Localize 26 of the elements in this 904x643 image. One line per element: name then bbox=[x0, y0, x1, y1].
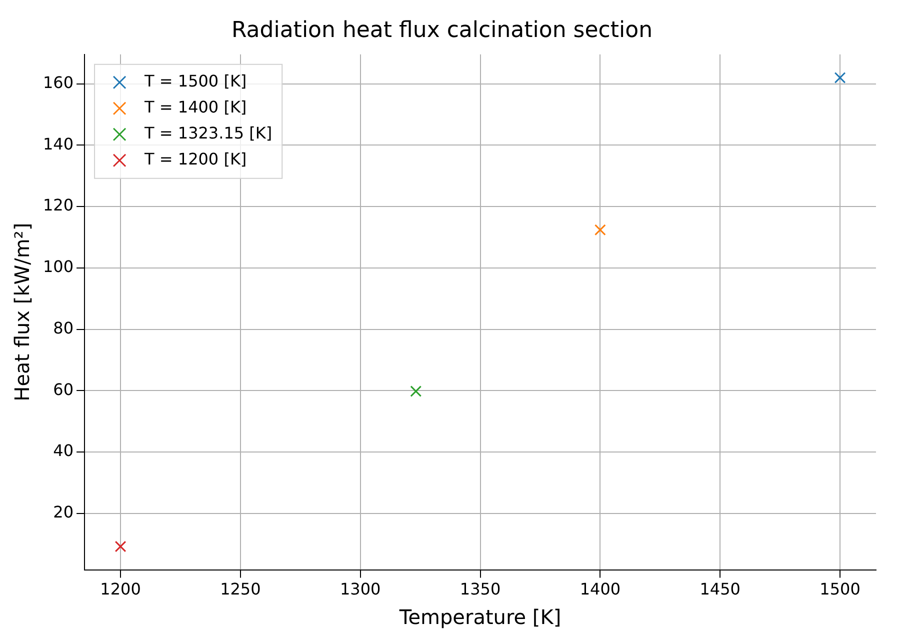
legend-label: T = 1323.15 [K] bbox=[144, 124, 272, 143]
x-tick-label: 1350 bbox=[460, 580, 501, 599]
point bbox=[594, 224, 606, 236]
point bbox=[114, 540, 126, 552]
y-tick-label: 160 bbox=[42, 73, 74, 92]
y-tick-label: 120 bbox=[42, 196, 74, 215]
legend-label: T = 1200 [K] bbox=[144, 150, 247, 169]
y-tick-label: 20 bbox=[53, 502, 74, 522]
y-tick-label: 100 bbox=[42, 257, 74, 276]
x-tick-label: 1400 bbox=[580, 580, 621, 599]
y-tick-label: 60 bbox=[53, 380, 74, 399]
y-axis-title: Heat flux [kW/m²] bbox=[10, 222, 34, 402]
x-tick-label: 1250 bbox=[220, 580, 261, 599]
legend-label: T = 1500 [K] bbox=[144, 72, 247, 91]
x-tick-label: 1450 bbox=[700, 580, 740, 599]
y-tick-label: 40 bbox=[53, 441, 74, 460]
y-tick-label: 140 bbox=[42, 134, 74, 154]
x-tick-label: 1500 bbox=[820, 580, 860, 599]
point bbox=[834, 72, 846, 84]
legend-label: T = 1400 [K] bbox=[144, 98, 247, 117]
x-tick-label: 1200 bbox=[100, 580, 141, 599]
chart-title: Radiation heat flux calcination section bbox=[231, 18, 653, 43]
point bbox=[410, 386, 422, 397]
x-axis-title: Temperature [K] bbox=[398, 605, 562, 630]
x-tick-label: 1300 bbox=[340, 580, 381, 599]
y-tick-label: 80 bbox=[53, 318, 74, 338]
